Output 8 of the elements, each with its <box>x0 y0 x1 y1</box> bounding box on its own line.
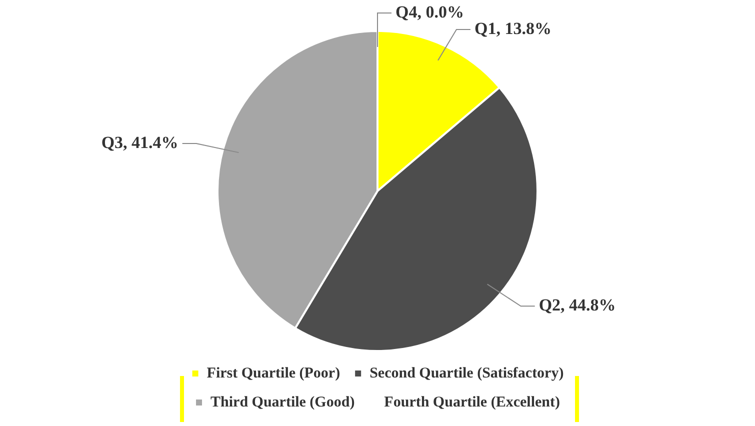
category-label: Fourth Quartile (Excellent) <box>384 394 560 410</box>
data-label: Q2, 44.8% <box>538 296 616 315</box>
data-label: Q3, 41.4% <box>101 132 178 152</box>
legend-label: Third Quartile (Good) <box>210 394 355 410</box>
data-label: Q1, 13.8% <box>474 18 552 38</box>
text: Q4, 0.0% <box>396 2 464 22</box>
legend-label: First Quartile (Poor) <box>206 365 340 382</box>
legend-label: Second Quartile (Satisfactory) <box>370 365 564 382</box>
